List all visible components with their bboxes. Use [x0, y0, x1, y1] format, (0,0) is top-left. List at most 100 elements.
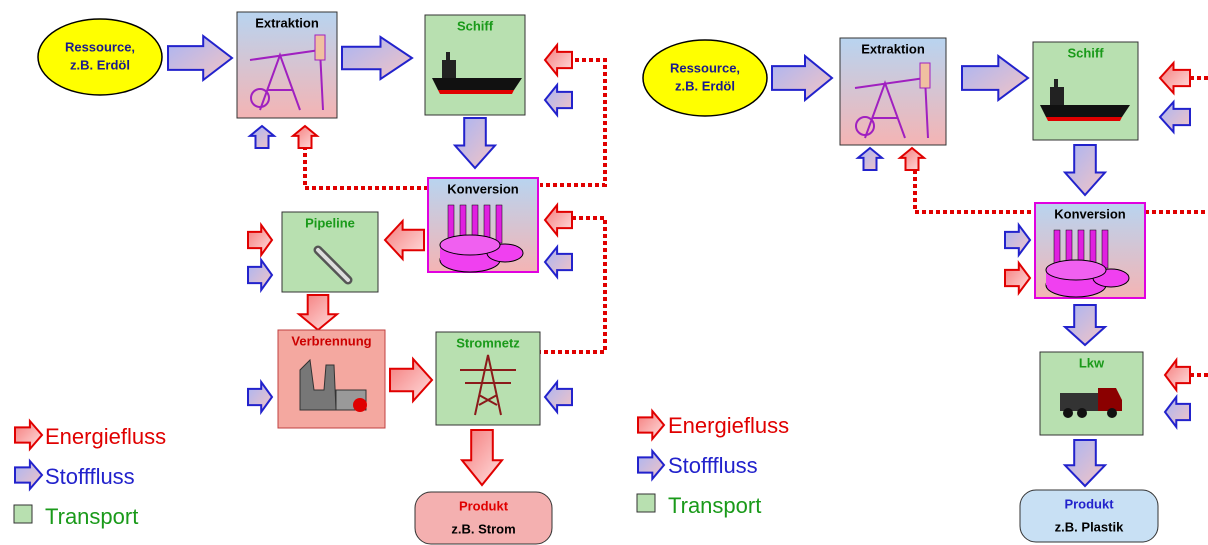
node-label: Ressource, [670, 60, 740, 75]
energy-arrow [247, 221, 274, 259]
material-arrow [637, 448, 666, 482]
energy-arrow [383, 218, 425, 262]
node: Produkt z.B. Strom [414, 491, 553, 545]
node: Ressource, z.B. Erdöl [37, 18, 163, 96]
node: Lkw [1039, 351, 1144, 436]
node-box [435, 331, 541, 426]
node: Extraktion [236, 11, 338, 119]
icon [1054, 79, 1058, 89]
energy-arrow [290, 124, 320, 149]
icon [250, 88, 270, 108]
node-label: z.B. Erdöl [70, 57, 130, 72]
material-arrow [247, 256, 274, 294]
node-box [424, 14, 526, 116]
material-arrow [1062, 439, 1108, 488]
node: Extraktion [839, 37, 947, 146]
energy-link [540, 58, 607, 187]
node-sublabel: z.B. Plastik [1055, 519, 1124, 534]
material-arrow [543, 82, 573, 118]
node-box [281, 211, 379, 293]
energy-arrow [296, 294, 340, 332]
material-arrow [543, 379, 573, 415]
material-arrow [1158, 99, 1191, 135]
icon [1045, 259, 1107, 281]
resource-ellipse [642, 39, 768, 117]
arrows [14, 33, 1208, 492]
legend-label: Transport [668, 493, 761, 518]
energy-arrow [1158, 60, 1191, 96]
material-arrow [14, 458, 44, 492]
node-sublabel: z.B. Strom [451, 521, 515, 536]
material-arrow [961, 54, 1030, 102]
legend-label: Stofffluss [45, 464, 135, 489]
node-label: Lkw [1079, 355, 1105, 370]
icon [495, 204, 503, 244]
energy-arrow [1004, 259, 1032, 297]
material-arrow [1062, 144, 1108, 197]
icon [1098, 388, 1122, 411]
energy-arrow [897, 146, 927, 171]
node-label: Verbrennung [291, 333, 371, 348]
icon [855, 116, 875, 136]
material-arrow [1062, 304, 1108, 347]
material-arrow [1163, 394, 1191, 430]
energy-link [913, 170, 1035, 214]
node: Ressource, z.B. Erdöl [642, 39, 768, 117]
energy-arrow [637, 408, 666, 442]
node-label: Produkt [459, 498, 509, 513]
node: Pipeline [281, 211, 379, 293]
material-arrow [855, 146, 885, 171]
icon [314, 34, 326, 61]
node: Konversion [427, 177, 539, 273]
icon [1050, 87, 1064, 105]
node-label: Extraktion [255, 15, 319, 30]
material-arrow [341, 35, 414, 81]
node-label: z.B. Erdöl [675, 78, 735, 93]
icon [1046, 117, 1122, 121]
energy-arrow [1163, 357, 1191, 393]
icon [353, 398, 367, 412]
energy-arrow [459, 429, 505, 487]
node: Stromnetz [435, 331, 541, 426]
icon [1063, 408, 1073, 418]
icon [446, 52, 450, 62]
icon [299, 358, 337, 411]
energy-arrow [543, 202, 573, 238]
material-arrow [1004, 221, 1032, 259]
legend-label: Transport [45, 504, 138, 529]
node-label: Produkt [1064, 496, 1114, 511]
legend-label: Energiefluss [45, 424, 166, 449]
icon [1077, 408, 1087, 418]
product-box [414, 491, 553, 545]
node-label: Konversion [447, 181, 519, 196]
energy-arrow [14, 418, 44, 452]
material-arrow [771, 53, 834, 103]
legend-swatch [13, 504, 33, 524]
icon [249, 49, 324, 111]
energy-link [303, 148, 428, 190]
node: Verbrennung [277, 329, 386, 429]
material-arrow [167, 33, 234, 83]
node: Konversion [1034, 202, 1146, 299]
icon [438, 90, 514, 94]
icon [316, 248, 350, 282]
legend-swatch [636, 493, 656, 513]
nodes: Ressource, z.B. Erdöl Extraktion Schiff Konv… [13, 11, 1159, 545]
node-label: Extraktion [861, 41, 925, 56]
energy-arrow [389, 356, 434, 404]
product-box [1019, 489, 1159, 543]
icon [432, 78, 522, 90]
node-label: Pipeline [305, 215, 355, 230]
legend-label: Energiefluss [668, 413, 789, 438]
energy-arrow [543, 42, 573, 78]
icon [1040, 105, 1130, 117]
resource-ellipse [37, 18, 163, 96]
node-label: Ressource, [65, 39, 135, 54]
node-label: Schiff [457, 18, 494, 33]
node: Produkt z.B. Plastik [1019, 489, 1159, 543]
icon [854, 77, 929, 139]
material-arrow [247, 124, 277, 149]
node-label: Stromnetz [456, 335, 520, 350]
legend-label: Stofffluss [668, 453, 758, 478]
